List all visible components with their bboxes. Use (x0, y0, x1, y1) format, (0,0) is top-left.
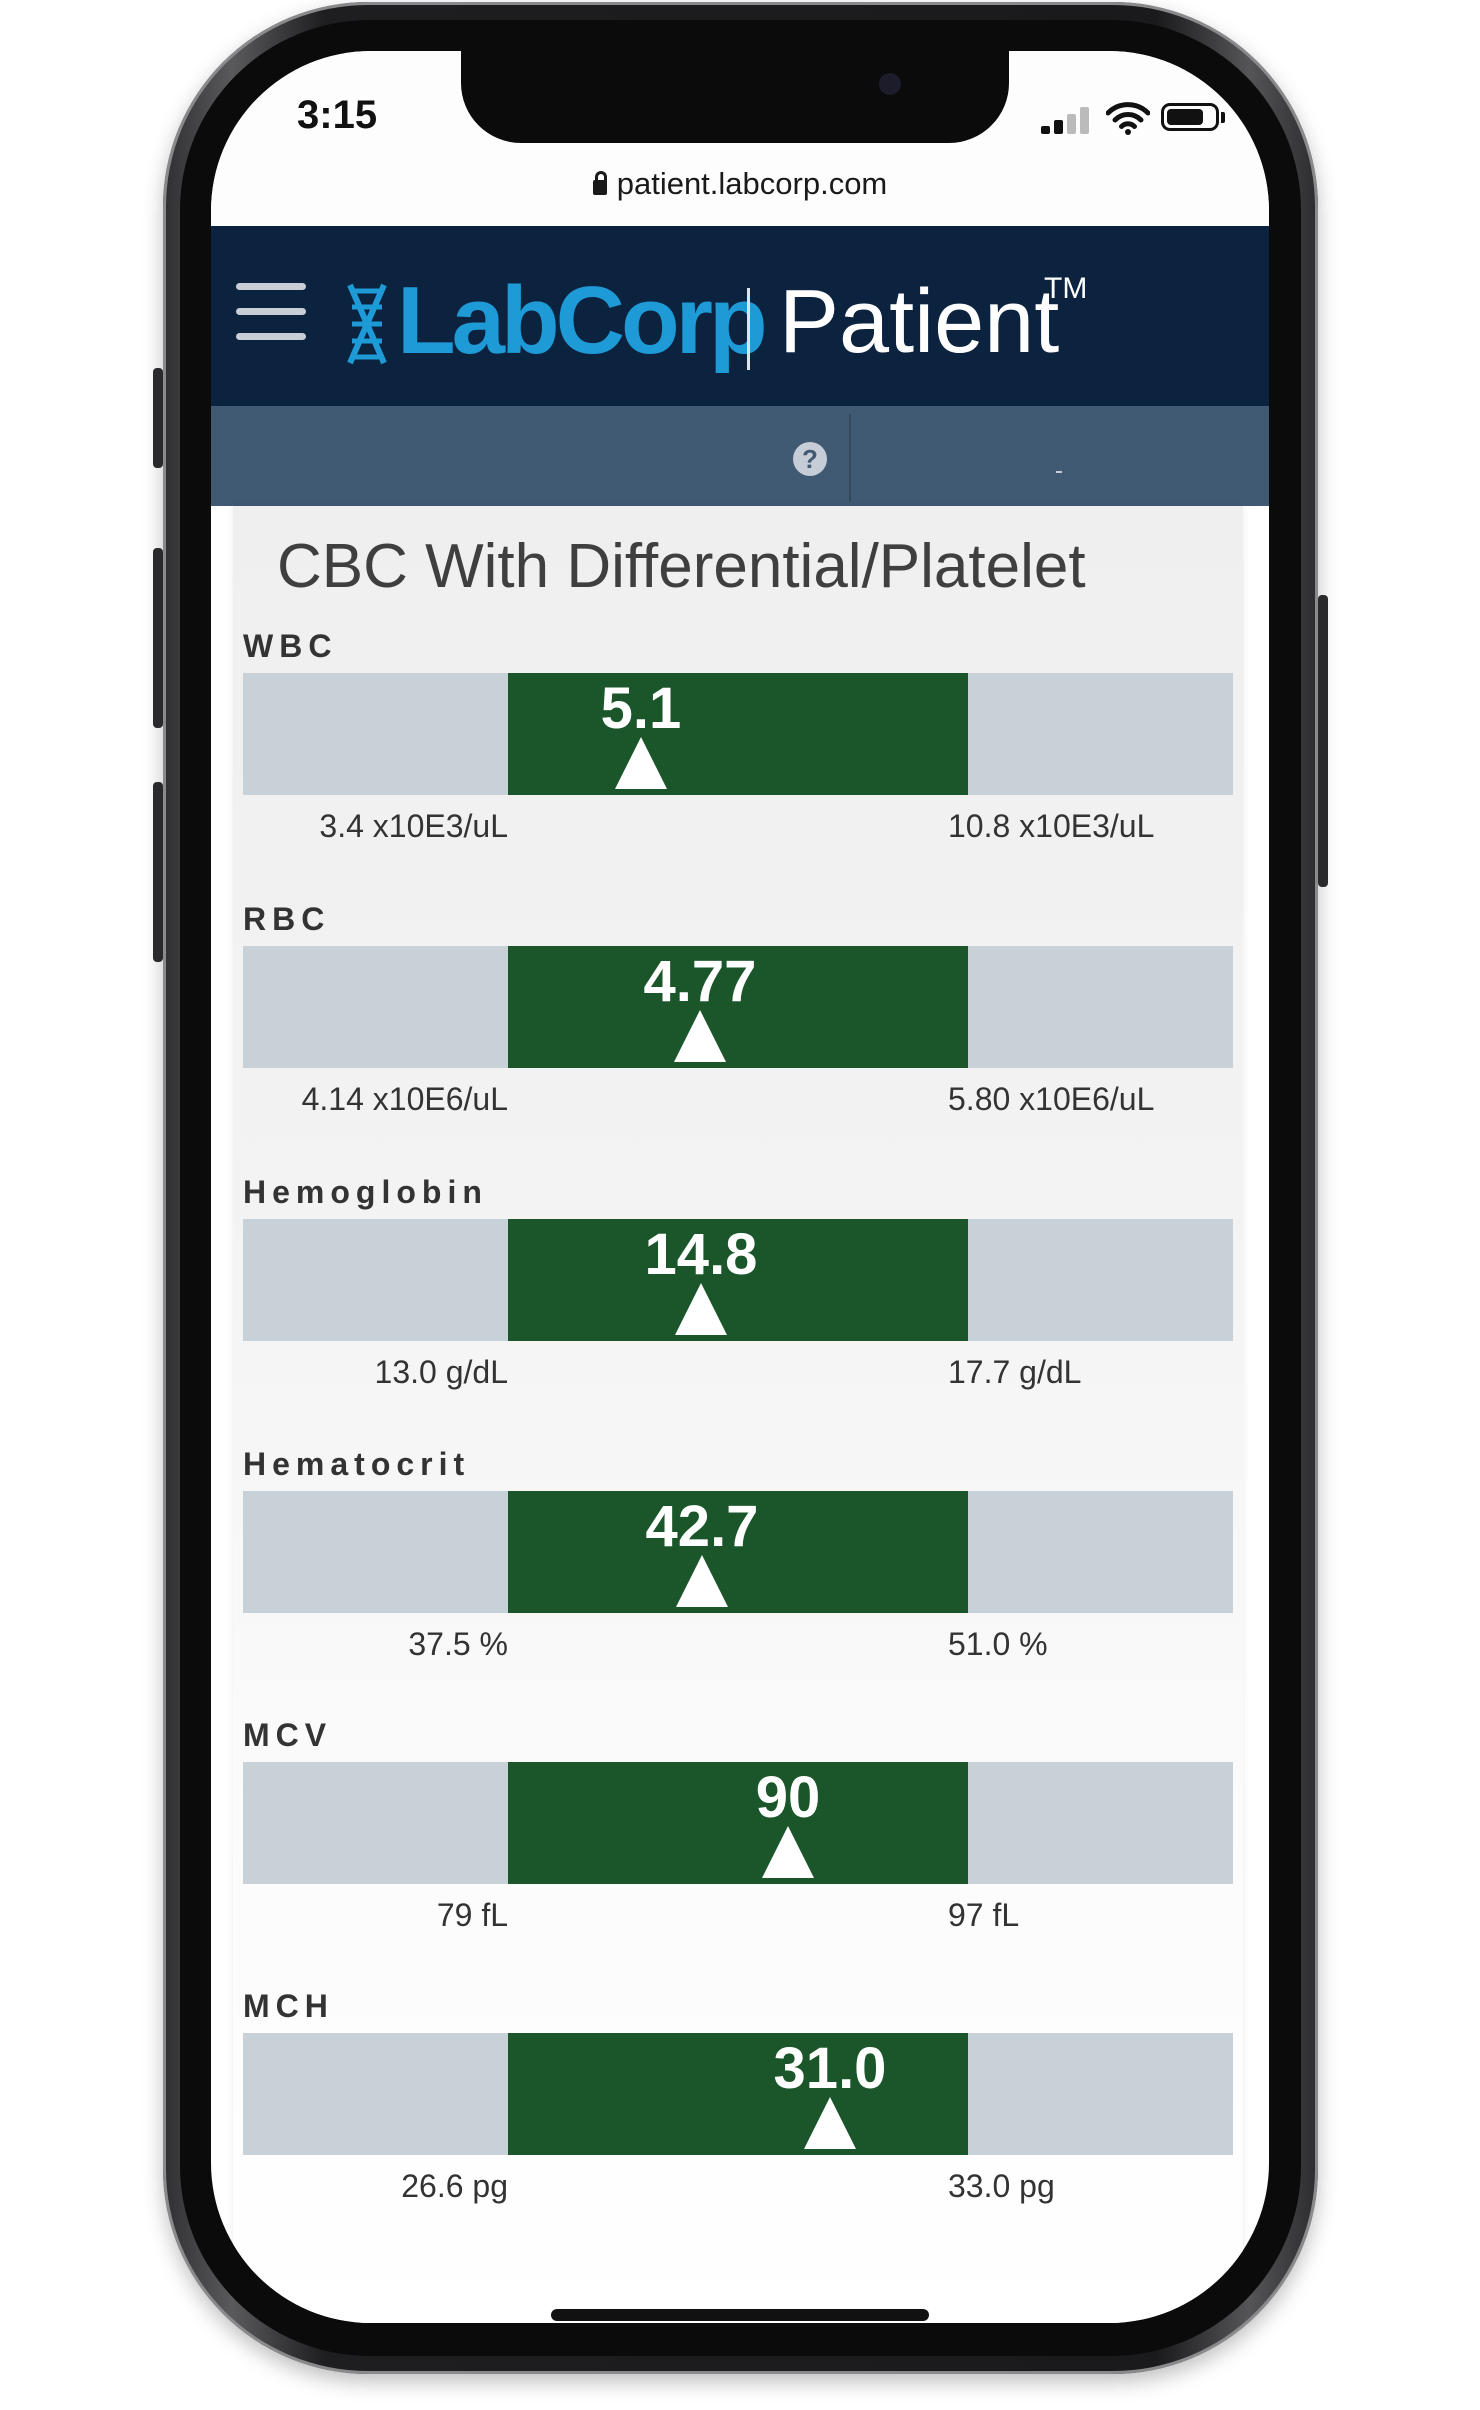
trademark-symbol: TM (1044, 272, 1088, 305)
result-mch[interactable]: MCH 31.0 26.6 pg 33.0 pg (243, 1988, 1233, 2218)
phone-screen: 3:15 patient.labcorp.com (211, 51, 1269, 2323)
hamburger-menu-icon[interactable] (236, 283, 306, 343)
range-low-label: 26.6 pg (401, 2168, 508, 2204)
result-marker-icon (762, 1826, 814, 1878)
range-low-label: 4.14 x10E6/uL (301, 1081, 508, 1117)
range-low-label: 79 fL (436, 1897, 508, 1933)
wifi-icon (1106, 102, 1150, 135)
help-icon[interactable]: ? (793, 442, 827, 476)
result-name: Hematocrit (243, 1446, 471, 1482)
result-value: 31.0 (773, 2036, 887, 2101)
result-marker-icon (615, 737, 667, 789)
range-bar: 90 (243, 1762, 1233, 1884)
range-high-label: 5.80 x10E6/uL (948, 1081, 1155, 1117)
home-indicator[interactable] (551, 2309, 929, 2321)
result-value: 14.8 (644, 1222, 758, 1287)
result-name: Hemoglobin (243, 1174, 488, 1210)
result-marker-icon (676, 1555, 728, 1607)
lock-icon (592, 171, 607, 195)
result-rbc[interactable]: RBC 4.77 4.14 x10E6/uL 5.80 x10E6/uL (243, 901, 1233, 1131)
result-value: 5.1 (600, 676, 682, 741)
status-bar: 3:15 (211, 51, 1269, 171)
labcorp-helix-logo-icon (347, 283, 387, 365)
volume-down-button (153, 782, 163, 962)
volume-up-button (153, 548, 163, 728)
normal-range-band (508, 946, 968, 1068)
results-panel: CBC With Differential/Platelet WBC 5.1 3… (233, 506, 1243, 2323)
range-high-label: 51.0 % (948, 1626, 1048, 1662)
range-bar: 4.77 (243, 946, 1233, 1068)
range-bar: 31.0 (243, 2033, 1233, 2155)
range-low-label: 3.4 x10E3/uL (319, 808, 508, 844)
range-high-label: 33.0 pg (948, 2168, 1055, 2204)
range-low-label: 37.5 % (408, 1626, 508, 1662)
toolbar-divider (849, 414, 851, 502)
range-high-label: 97 fL (948, 1897, 1020, 1933)
range-high-label: 17.7 g/dL (948, 1354, 1082, 1390)
page-title: CBC With Differential/Platelet (277, 532, 1086, 601)
normal-range-band (508, 2033, 968, 2155)
result-marker-icon (675, 1283, 727, 1335)
toolbar-dash (1056, 471, 1062, 473)
result-name: WBC (243, 628, 338, 664)
result-hematocrit[interactable]: Hematocrit 42.7 37.5 % 51.0 % (243, 1446, 1233, 1676)
power-button (1318, 595, 1328, 887)
range-bar: 42.7 (243, 1491, 1233, 1613)
battery-tip-icon (1221, 112, 1225, 123)
result-mcv[interactable]: MCV 90 79 fL 97 fL (243, 1717, 1233, 1947)
normal-range-band (508, 1219, 968, 1341)
range-bar: 5.1 (243, 673, 1233, 795)
range-low-label: 13.0 g/dL (374, 1354, 508, 1390)
status-time: 3:15 (297, 93, 378, 137)
result-value: 4.77 (643, 949, 757, 1014)
result-hemoglobin[interactable]: Hemoglobin 14.8 13.0 g/dL 17.7 g/dL (243, 1174, 1233, 1404)
battery-icon (1161, 103, 1219, 131)
url-text: patient.labcorp.com (616, 166, 888, 201)
result-value: 90 (755, 1765, 821, 1830)
range-bar: 14.8 (243, 1219, 1233, 1341)
app-header: LabCorp Patient TM (211, 226, 1269, 406)
cellular-signal-icon (1041, 106, 1091, 134)
result-marker-icon (804, 2097, 856, 2149)
result-value: 42.7 (645, 1494, 759, 1559)
result-marker-icon (674, 1010, 726, 1062)
normal-range-band (508, 1491, 968, 1613)
result-name: MCH (243, 1988, 334, 2024)
product-name: Patient (779, 272, 1060, 372)
logo-divider (747, 288, 750, 370)
result-name: RBC (243, 901, 331, 937)
normal-range-band (508, 1762, 968, 1884)
result-name: MCV (243, 1717, 333, 1753)
result-wbc[interactable]: WBC 5.1 3.4 x10E3/uL 10.8 x10E3/uL (243, 628, 1233, 858)
front-camera (879, 73, 901, 95)
normal-range-band (508, 673, 968, 795)
brand-name[interactable]: LabCorp (397, 267, 768, 374)
url-display[interactable]: patient.labcorp.com (211, 166, 1269, 202)
silent-switch (153, 368, 163, 468)
toolbar: ? (211, 406, 1269, 506)
range-high-label: 10.8 x10E3/uL (948, 808, 1155, 844)
notch (461, 51, 1009, 143)
